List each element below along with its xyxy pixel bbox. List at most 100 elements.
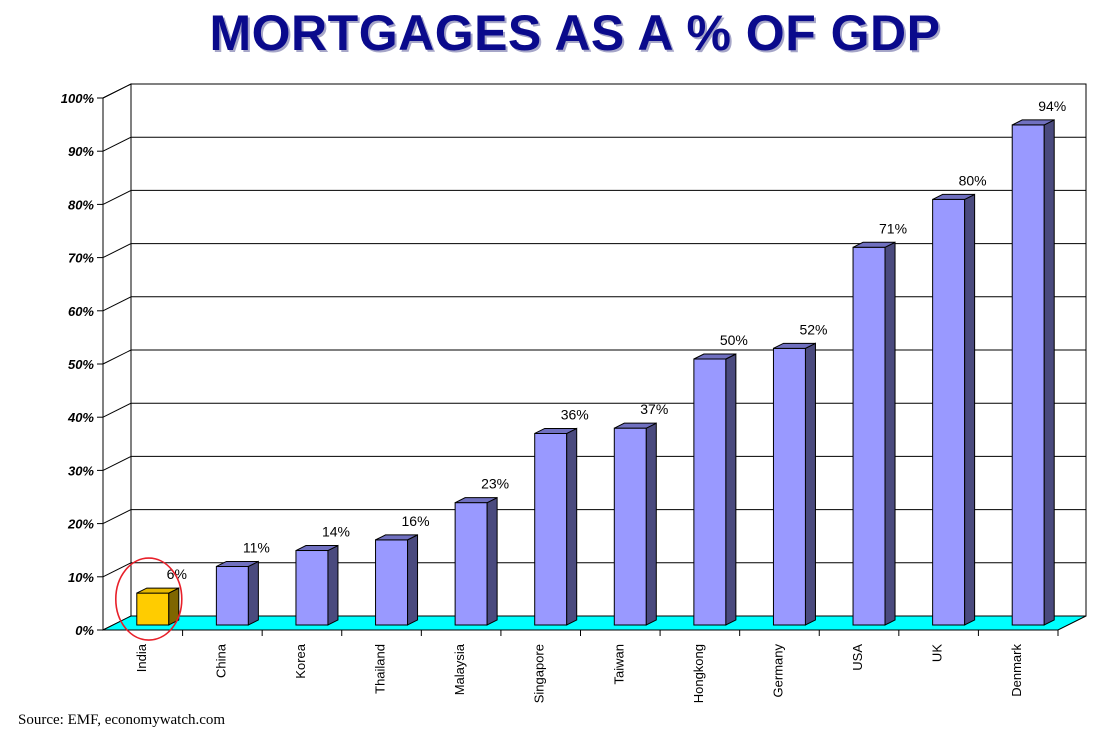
bar-thailand	[375, 534, 419, 626]
annotations	[114, 557, 183, 641]
data-label: 11%	[243, 539, 270, 555]
bar-side	[486, 496, 498, 626]
gridlines	[102, 83, 1086, 578]
bar-top	[773, 342, 816, 349]
x-tick-label: Singapore	[532, 644, 547, 703]
bar-side	[566, 427, 578, 626]
bar-front	[613, 427, 647, 626]
x-tick-label: Germany	[770, 644, 785, 698]
bar-side	[964, 193, 976, 626]
y-tick-label: 60%	[68, 304, 94, 319]
bar-front	[1011, 124, 1045, 626]
y-tick-label: 40%	[67, 410, 94, 425]
data-label: 23%	[481, 476, 509, 492]
bar-front	[454, 502, 488, 626]
x-tick-label: Korea	[293, 643, 308, 678]
gridline-side	[102, 296, 132, 312]
bar-taiwan	[613, 422, 657, 626]
gridline-side	[102, 509, 132, 525]
bar-usa	[852, 241, 896, 626]
bar-top	[534, 427, 577, 434]
x-tick-label: Hongkong	[691, 644, 706, 703]
bar-india	[136, 587, 180, 626]
data-label: 52%	[799, 321, 827, 337]
y-tick-label: 20%	[67, 517, 94, 532]
data-label: 71%	[879, 220, 907, 236]
bar-top	[295, 545, 339, 552]
x-tick-label: UK	[930, 644, 945, 662]
x-tick-labels: India China Korea Thailand Malaysia Singapore…	[134, 643, 1024, 703]
bar-front	[375, 539, 409, 626]
y-tick-label: 100%	[61, 91, 95, 106]
bar-hongkong	[693, 353, 737, 626]
bar-uk	[932, 193, 976, 626]
gridline-side	[102, 83, 132, 99]
bar-front	[534, 432, 568, 626]
gridline-side	[102, 455, 132, 471]
y-tick-label: 50%	[68, 357, 94, 372]
y-tick-label: 0%	[75, 623, 94, 638]
gridline-side	[102, 136, 132, 152]
bar-side	[884, 241, 896, 626]
gridline-side	[102, 243, 132, 259]
data-label: 36%	[561, 406, 589, 422]
axes	[97, 97, 1059, 636]
bar-top	[216, 560, 259, 567]
bar-front	[772, 347, 806, 626]
data-label: 94%	[1038, 98, 1066, 114]
x-tick-label: China	[213, 643, 228, 678]
highlight-circle	[114, 557, 183, 641]
bar-side	[407, 534, 419, 626]
bar-side	[247, 560, 259, 626]
bar-front	[136, 592, 170, 626]
bar-top	[136, 587, 180, 594]
bar-front	[295, 550, 329, 626]
bar-malaysia	[454, 496, 498, 626]
y-tick-labels: 0% 10% 20% 30% 40% 50% 60% 70% 80% 90% 100%	[61, 91, 95, 638]
bar-front	[852, 246, 886, 626]
data-label: 37%	[640, 401, 668, 417]
bar-side	[645, 422, 657, 626]
source-note: Source: EMF, economywatch.com	[18, 712, 226, 728]
data-label: 16%	[402, 513, 430, 529]
gridline-side	[102, 189, 132, 205]
bar-top	[1011, 119, 1055, 126]
y-tick-label: 80%	[68, 197, 94, 212]
y-tick-label: 70%	[68, 251, 94, 266]
y-tick-label: 10%	[68, 570, 94, 585]
bar-denmark	[1011, 119, 1055, 626]
bar-germany	[772, 342, 816, 626]
x-tick-label: USA	[850, 644, 865, 671]
x-tick-label: Thailand	[373, 644, 388, 694]
bar-korea	[295, 544, 339, 626]
bars	[136, 119, 1055, 626]
bar-side	[327, 544, 339, 626]
bar-top	[932, 193, 975, 200]
data-label: 50%	[720, 332, 748, 348]
x-tick-label: Taiwan	[611, 644, 626, 684]
bar-side	[725, 353, 737, 626]
gridline-side	[102, 402, 132, 418]
chart-title: MORTGAGES AS A % OF GDP	[209, 5, 941, 61]
gridline-side	[102, 562, 132, 578]
gridline-side	[102, 349, 132, 365]
x-tick-label: India	[134, 643, 149, 672]
bar-top	[693, 353, 737, 360]
bar-side	[1043, 119, 1055, 626]
bar-top	[614, 422, 657, 429]
data-label: 14%	[322, 524, 350, 540]
bar-top	[852, 241, 896, 248]
x-tick-label: Denmark	[1009, 644, 1024, 697]
bar-front	[693, 358, 727, 626]
y-tick-label: 30%	[68, 463, 94, 478]
bar-front	[215, 565, 249, 626]
y-tick-label: 90%	[68, 144, 94, 159]
bar-china	[215, 560, 259, 626]
bar-side	[804, 342, 816, 626]
bar-top	[454, 497, 498, 504]
x-tick-label: Malaysia	[452, 643, 467, 695]
bar-top	[375, 534, 418, 541]
bar-singapore	[534, 427, 578, 626]
bar-front	[932, 198, 966, 626]
